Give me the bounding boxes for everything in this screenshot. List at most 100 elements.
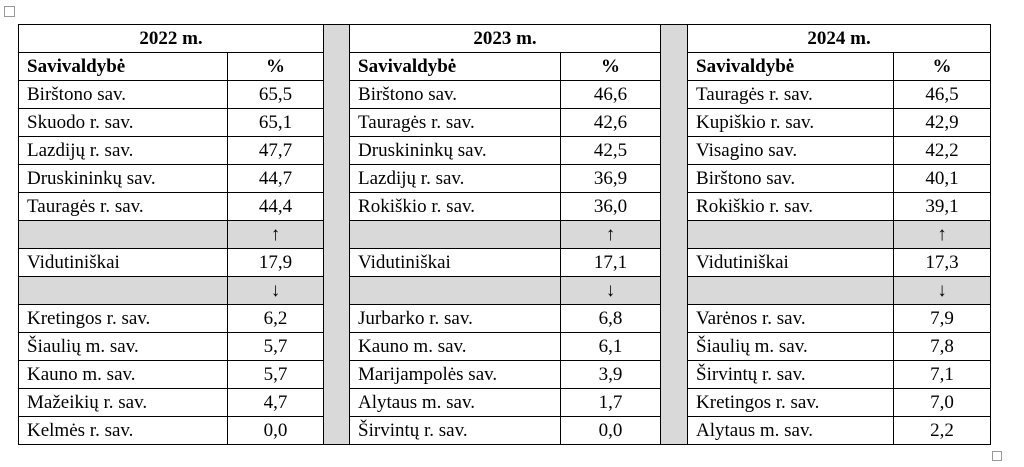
- table-resize-handle[interactable]: [992, 451, 1002, 461]
- percent: 4,7: [226, 388, 325, 417]
- percent: 46,6: [560, 80, 662, 109]
- table-row: Tauragės r. sav. 44,4 Rokiškio r. sav. 36,0…: [18, 192, 992, 221]
- column-header: %: [893, 52, 992, 81]
- municipality: Tauragės r. sav.: [349, 108, 562, 137]
- arrow-up: ↑: [226, 220, 325, 249]
- average-value: 17,3: [893, 248, 992, 277]
- table-row: Birštono sav. 65,5 Birštono sav. 46,6 Taurag…: [18, 80, 992, 109]
- table-row: Druskininkų sav. 44,7 Lazdijų r. sav. 36,9 B…: [18, 164, 992, 193]
- municipality: Visagino sav.: [687, 136, 895, 165]
- municipality: Tauragės r. sav.: [18, 192, 228, 221]
- table-row: Lazdijų r. sav. 47,7 Druskininkų sav. 42,5 V…: [18, 136, 992, 165]
- percent: 44,7: [226, 164, 325, 193]
- percent: 44,4: [226, 192, 325, 221]
- municipality: Kauno m. sav.: [18, 360, 228, 389]
- municipality: Mažeikių r. sav.: [18, 388, 228, 417]
- municipality: Birštono sav.: [687, 164, 895, 193]
- arrow-down: ↓: [226, 276, 325, 305]
- municipality: Kauno m. sav.: [349, 332, 562, 361]
- municipality: Kretingos r. sav.: [687, 388, 895, 417]
- municipality: Druskininkų sav.: [18, 164, 228, 193]
- percent: 42,6: [560, 108, 662, 137]
- percent: 7,9: [893, 304, 992, 333]
- percent: 0,0: [560, 416, 662, 445]
- column-header: Savivaldybė: [349, 52, 562, 81]
- municipality: Lazdijų r. sav.: [18, 136, 228, 165]
- arrow-up: ↑: [893, 220, 992, 249]
- municipality: Birštono sav.: [349, 80, 562, 109]
- percent: 39,1: [893, 192, 992, 221]
- column-header: %: [560, 52, 662, 81]
- municipality: Kelmės r. sav.: [18, 416, 228, 445]
- percent: 36,0: [560, 192, 662, 221]
- data-table: 2022 m. 2023 m. 2024 m. Savivaldybė% Savival…: [17, 24, 992, 445]
- gray-cell: [349, 276, 562, 305]
- percent: 7,0: [893, 388, 992, 417]
- column-header: Savivaldybė: [687, 52, 895, 81]
- table-row: ↓ ↓ ↓: [18, 276, 992, 305]
- average-label: Vidutiniškai: [349, 248, 562, 277]
- gray-cell: [18, 220, 228, 249]
- municipality: Kretingos r. sav.: [18, 304, 228, 333]
- table-row: Kretingos r. sav. 6,2 Jurbarko r. sav. 6,8 V…: [18, 304, 992, 333]
- percent: 42,9: [893, 108, 992, 137]
- percent: 46,5: [893, 80, 992, 109]
- percent: 5,7: [226, 332, 325, 361]
- table-move-handle[interactable]: [4, 6, 15, 17]
- municipality: Alytaus m. sav.: [349, 388, 562, 417]
- municipality: Širvintų r. sav.: [687, 360, 895, 389]
- gray-cell: [349, 220, 562, 249]
- table-row: ↑ ↑ ↑: [18, 220, 992, 249]
- column-header: Savivaldybė: [18, 52, 228, 81]
- separator-column: [660, 24, 689, 445]
- percent: 0,0: [226, 416, 325, 445]
- percent: 47,7: [226, 136, 325, 165]
- percent: 65,5: [226, 80, 325, 109]
- arrow-down: ↓: [893, 276, 992, 305]
- table-row: 2022 m. 2023 m. 2024 m.: [17, 24, 992, 445]
- table-row: Kelmės r. sav. 0,0 Širvintų r. sav. 0,0 Alyt…: [18, 416, 992, 445]
- percent: 5,7: [226, 360, 325, 389]
- year-header: 2023 m.: [349, 24, 662, 53]
- percent: 7,1: [893, 360, 992, 389]
- municipality: Skuodo r. sav.: [18, 108, 228, 137]
- separator-column: [323, 24, 351, 445]
- percent: 40,1: [893, 164, 992, 193]
- percent: 3,9: [560, 360, 662, 389]
- table-row: Šiaulių m. sav. 5,7 Kauno m. sav. 6,1 Šiauli…: [18, 332, 992, 361]
- municipality: Lazdijų r. sav.: [349, 164, 562, 193]
- municipality: Šiaulių m. sav.: [18, 332, 228, 361]
- percent: 65,1: [226, 108, 325, 137]
- percent: 7,8: [893, 332, 992, 361]
- municipality: Širvintų r. sav.: [349, 416, 562, 445]
- year-header: 2022 m.: [17, 24, 325, 53]
- municipality: Varėnos r. sav.: [687, 304, 895, 333]
- average-value: 17,9: [226, 248, 325, 277]
- municipality: Rokiškio r. sav.: [687, 192, 895, 221]
- percent: 36,9: [560, 164, 662, 193]
- percent: 42,2: [893, 136, 992, 165]
- table-row: Kauno m. sav. 5,7 Marijampolės sav. 3,9 Širv…: [18, 360, 992, 389]
- gray-cell: [687, 276, 895, 305]
- arrow-up: ↑: [560, 220, 662, 249]
- average-label: Vidutiniškai: [18, 248, 228, 277]
- percent: 42,5: [560, 136, 662, 165]
- percent: 2,2: [893, 416, 992, 445]
- municipality: Šiaulių m. sav.: [687, 332, 895, 361]
- percent: 1,7: [560, 388, 662, 417]
- municipality: Kupiškio r. sav.: [687, 108, 895, 137]
- municipality: Birštono sav.: [18, 80, 228, 109]
- arrow-down: ↓: [560, 276, 662, 305]
- gray-cell: [687, 220, 895, 249]
- municipality: Jurbarko r. sav.: [349, 304, 562, 333]
- gray-cell: [18, 276, 228, 305]
- column-header: %: [226, 52, 325, 81]
- table-row: Skuodo r. sav. 65,1 Tauragės r. sav. 42,6 Ku…: [18, 108, 992, 137]
- municipality: Tauragės r. sav.: [687, 80, 895, 109]
- municipality: Alytaus m. sav.: [687, 416, 895, 445]
- table-row: Mažeikių r. sav. 4,7 Alytaus m. sav. 1,7 Kre…: [18, 388, 992, 417]
- municipality: Rokiškio r. sav.: [349, 192, 562, 221]
- table-row: Vidutiniškai 17,9 Vidutiniškai 17,1 Vidutini…: [18, 248, 992, 277]
- average-value: 17,1: [560, 248, 662, 277]
